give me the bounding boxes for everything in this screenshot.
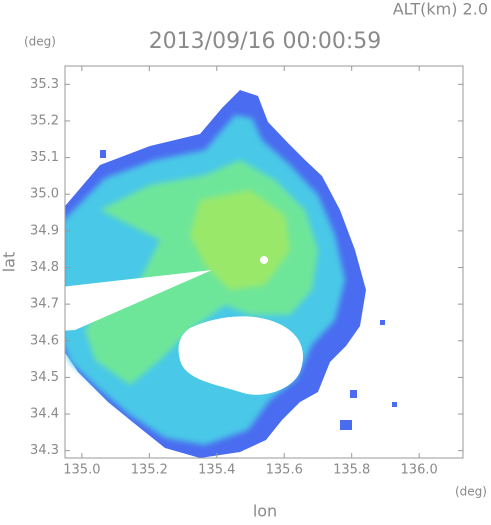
x-tick-label: 135.2	[131, 463, 168, 478]
x-tick-label: 135.4	[198, 463, 235, 478]
y-axis-label: lat	[0, 252, 19, 273]
x-unit: (deg)	[455, 485, 487, 499]
y-tick-label: 34.9	[30, 223, 59, 238]
plot-frame	[64, 65, 464, 459]
x-tick-label: 135.6	[266, 463, 303, 478]
chart-title: 2013/09/16 00:00:59	[149, 29, 382, 54]
y-tick-label: 35.0	[30, 187, 59, 202]
y-tick-label: 34.6	[30, 333, 59, 348]
y-tick-label: 34.7	[30, 297, 59, 312]
y-tick-label: 35.3	[30, 77, 59, 92]
y-tick-label: 34.5	[30, 370, 59, 385]
radar-echo	[65, 90, 397, 458]
y-tick-label: 35.1	[30, 150, 59, 165]
x-tick-label: 135.0	[63, 463, 100, 478]
x-tick-label: 136.0	[401, 463, 438, 478]
x-tick-label: 135.8	[333, 463, 370, 478]
x-axis-label: lon	[253, 502, 277, 521]
y-tick-label: 34.3	[30, 443, 59, 458]
y-unit: (deg)	[24, 35, 56, 49]
y-tick-label: 34.8	[30, 260, 59, 275]
altitude-annotation: ALT(km) 2.0	[393, 0, 488, 19]
y-tick-label: 34.4	[30, 407, 59, 422]
y-tick-label: 35.2	[30, 113, 59, 128]
